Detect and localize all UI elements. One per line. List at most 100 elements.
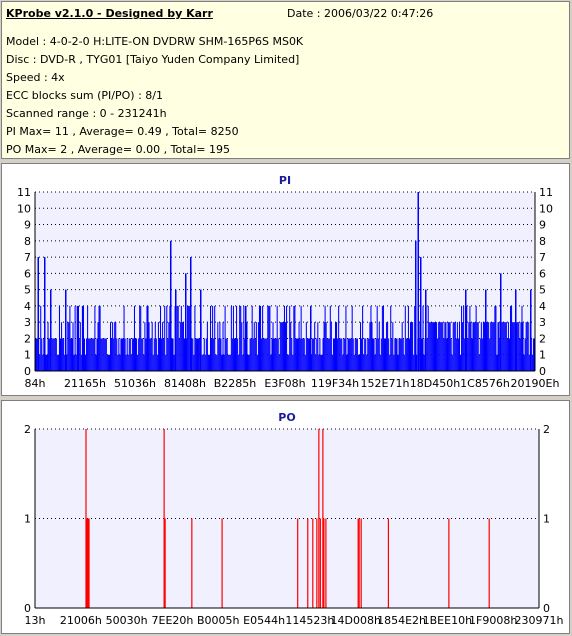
pi-bar [243,305,245,371]
pi-spike [50,289,52,371]
pi-spike [425,289,427,371]
pi-bar [282,322,284,371]
pi-bar [162,322,164,371]
y-tick-left: 1 [24,513,31,526]
pi-bar [340,338,342,371]
pi-bar [183,338,185,371]
pi-bar [456,322,458,371]
pi-bar [527,322,529,371]
po-bar [323,518,325,608]
pi-bar [308,338,310,371]
pi-bar [166,305,168,371]
x-tick-label: 1C8576h [460,377,510,390]
pi-bar [117,354,119,371]
pi-bar [283,305,285,371]
pi-bar [274,338,276,371]
pi-bar [363,354,365,371]
y-tick-right: 1 [539,349,546,362]
pi-spike [465,289,467,371]
pi-bar [452,322,454,371]
pi-bar [339,338,341,371]
pi-bar [211,338,213,371]
pi-bar [60,338,62,371]
pi-bar [455,338,457,371]
po-bar [360,518,362,608]
pi-bar [105,338,107,371]
pi-bar [95,354,97,371]
pi-bar [88,338,90,371]
pi-bar [482,322,484,371]
pi-bar [426,338,428,371]
pi-bar [365,338,367,371]
pi-bar [331,354,333,371]
pi-bar [355,338,357,371]
pi-bar [518,322,520,371]
pi-bar [407,305,409,371]
pi-bar [450,338,452,371]
pi-bar [293,305,295,371]
pi-bar [43,338,45,371]
y-tick-right: 0 [539,365,546,378]
pi-bar [242,354,244,371]
po-bar [448,518,450,608]
x-tick-label: B0005h [197,614,240,627]
pi-bar [171,338,173,371]
pi-bar [188,305,190,371]
pi-bar [202,354,204,371]
po-bar [316,518,318,608]
pi-bar [78,338,80,371]
pi-bar [511,305,513,371]
pi-bar [136,338,138,371]
pi-bar [101,338,103,371]
pi-bar [366,354,368,371]
pi-bar [471,338,473,371]
pi-bar [158,338,160,371]
pi-bar [235,338,237,371]
pi-spike [77,305,79,371]
pi-bar [266,338,268,371]
pi-bar [332,338,334,371]
pi-bar [352,338,354,371]
pi-bar [360,322,362,371]
y-tick-right: 1 [543,513,550,526]
y-tick-left: 2 [24,332,31,345]
pi-bar [97,322,99,371]
pi-bar [392,322,394,371]
pi-bar [323,322,325,371]
po-bar [319,518,321,608]
pi-spike [175,289,177,371]
pi-bar [210,305,212,371]
y-tick-right: 7 [539,251,546,264]
x-tick-label: 14D008h [331,614,381,627]
pi-bar [411,322,413,371]
po-bar [191,518,193,608]
pi-bar [435,322,437,371]
pi-bar [148,322,150,371]
pi-bar [236,305,238,371]
pi-bar [186,338,188,371]
pi-bar [187,305,189,371]
pi-bar [180,305,182,371]
pi-bar [85,354,87,371]
pi-bar [212,305,214,371]
scan-date: Date : 2006/03/22 0:47:26 [287,7,434,20]
pi-bar [439,322,441,371]
pi-bar [111,338,113,371]
chart-title: PI [279,174,291,187]
pi-bar [437,338,439,371]
pi-bar [179,322,181,371]
x-tick-label: 1854E2h [377,614,426,627]
pi-bar [328,338,330,371]
y-tick-right: 9 [539,219,546,232]
pi-bar [116,338,118,371]
pi-bar [304,354,306,371]
pi-bar [464,338,466,371]
pi-bar [70,338,72,371]
pi-bar [478,354,480,371]
pi-bar [427,305,429,371]
pi-bar [40,305,42,371]
pi-bar [229,354,231,371]
pi-bar [281,322,283,371]
pi-bar [514,322,516,371]
